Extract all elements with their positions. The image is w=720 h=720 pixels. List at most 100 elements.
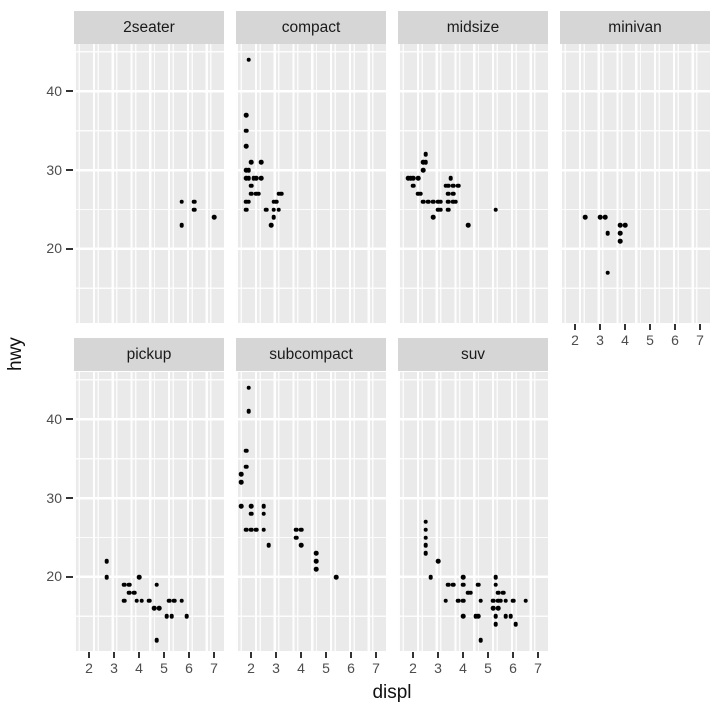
x-axis-tick [624, 324, 626, 330]
data-point [136, 574, 142, 580]
data-point [243, 448, 249, 454]
data-point [475, 614, 481, 619]
data-point [261, 511, 266, 517]
x-axis-tick-label: 2 [409, 660, 417, 676]
data-point [246, 409, 251, 414]
data-point [473, 614, 478, 619]
data-point [605, 270, 610, 275]
facet-strip: pickup [74, 338, 224, 371]
data-point [622, 222, 628, 228]
data-point [423, 152, 428, 157]
data-point [605, 230, 610, 236]
x-axis-tick [674, 324, 676, 330]
data-point [313, 566, 319, 572]
data-point [271, 215, 276, 220]
data-point [271, 199, 276, 204]
data-point [423, 550, 428, 556]
data-point [276, 191, 281, 197]
data-point [261, 503, 266, 509]
y-axis-tick [66, 576, 73, 578]
facet-panel-suv [398, 372, 548, 651]
data-point [495, 606, 501, 611]
x-axis-tick [88, 652, 90, 658]
x-axis-tick-label: 2 [571, 332, 579, 348]
facet-panel-pickup [74, 372, 224, 651]
x-axis-tick-label: 3 [434, 660, 442, 676]
data-point [276, 207, 281, 212]
x-axis-tick-label: 2 [247, 660, 255, 676]
data-point [156, 606, 162, 611]
facet-strip: midsize [398, 11, 548, 44]
y-axis-tick [66, 248, 73, 250]
data-point [134, 598, 139, 603]
data-point [465, 590, 471, 595]
data-point [438, 207, 443, 212]
x-axis-tick [188, 652, 190, 658]
data-point [246, 167, 251, 173]
data-point [248, 191, 254, 197]
data-point [450, 582, 456, 588]
facet-panel-compact [236, 44, 386, 323]
y-axis-tick-label: 40 [46, 410, 62, 427]
data-point [248, 159, 254, 165]
data-point [415, 191, 421, 197]
data-point [490, 606, 496, 611]
data-point [243, 464, 249, 469]
data-point [258, 175, 264, 181]
data-point [238, 472, 244, 477]
data-point [415, 175, 421, 181]
data-point [293, 535, 299, 540]
data-point [251, 175, 256, 181]
facet-strip: subcompact [236, 338, 386, 371]
data-point [597, 215, 603, 220]
data-point [121, 598, 127, 603]
y-axis-tick [66, 90, 73, 93]
data-point [126, 590, 132, 595]
data-point [503, 598, 508, 603]
data-point [495, 598, 501, 603]
data-point [475, 582, 481, 588]
data-point [602, 215, 608, 220]
x-axis-tick-label: 3 [596, 332, 604, 348]
x-axis-tick-label: 6 [347, 660, 355, 676]
data-point [445, 191, 451, 197]
data-point [243, 199, 249, 204]
data-point [246, 57, 251, 63]
facet-panel-midsize [398, 44, 548, 323]
data-point [508, 614, 513, 619]
data-point [430, 215, 436, 220]
x-axis-tick-label: 6 [509, 660, 517, 676]
x-axis-tick [375, 652, 377, 658]
data-point [166, 598, 172, 603]
data-point [435, 558, 441, 564]
data-point [179, 222, 184, 228]
x-axis-tick-label: 3 [272, 660, 280, 676]
data-point [423, 527, 428, 532]
y-axis-tick [66, 169, 73, 171]
x-axis-tick-label: 2 [85, 660, 93, 676]
data-point [443, 598, 448, 603]
x-axis-tick-label: 4 [297, 660, 305, 676]
data-point [298, 527, 304, 532]
x-axis-tick [113, 652, 115, 658]
data-point [258, 159, 264, 165]
data-point [617, 222, 623, 228]
x-axis-tick [163, 652, 165, 658]
data-point [246, 199, 251, 204]
data-point [428, 574, 433, 580]
x-axis-tick-label: 4 [135, 660, 143, 676]
data-point [243, 207, 249, 212]
data-point [313, 558, 319, 564]
data-point [493, 621, 498, 627]
facet-panel-2seater [74, 44, 224, 323]
x-axis-tick-label: 4 [459, 660, 467, 676]
data-point [169, 614, 174, 619]
data-point [420, 199, 426, 204]
x-axis-title: displ [372, 682, 412, 703]
facet-strip-label: pickup [126, 345, 172, 363]
data-point [263, 207, 269, 212]
y-axis-tick-label: 20 [46, 568, 62, 585]
data-point [493, 582, 498, 588]
data-point [298, 543, 304, 548]
x-axis-tick [699, 324, 701, 330]
